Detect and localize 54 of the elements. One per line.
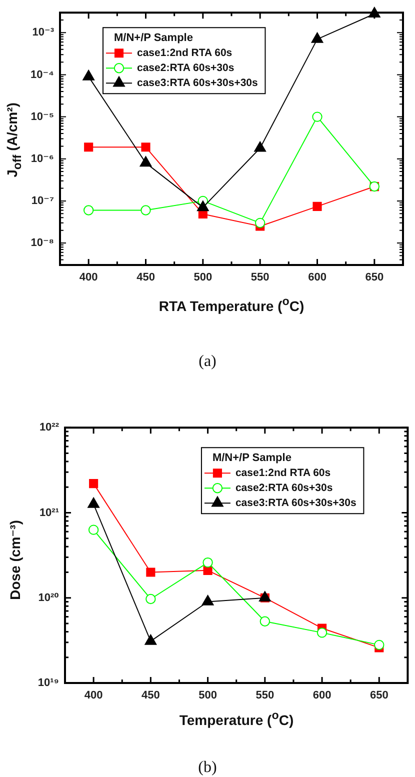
x-tick-label: 400 [79,272,98,284]
y-tick-label: 10⁻⁶ [30,152,54,165]
point [196,200,209,212]
point [316,628,328,638]
x-axis-title: Temperature ($^{o}$C) [179,708,294,729]
legend-label: case1:2nd RTA 60s [137,46,232,59]
y-tick-label: 10⁻⁴ [30,68,54,81]
y-tick-label: 10²² [39,422,60,434]
x-tick-label: 600 [308,272,326,284]
point [312,202,322,211]
legend-label: case1:2nd RTA 60s [235,466,331,479]
legend-label: case3:RTA 60s+30s+30s [137,76,258,89]
point [368,7,380,18]
legend-label: case2:RTA 60s+30s [137,62,234,74]
point [254,218,266,228]
x-tick-label: 450 [136,272,155,284]
legend-label: case2:RTA 60s+30s [235,482,333,494]
point [82,70,95,80]
text: (b) [198,759,217,777]
y-tick-label: 10¹⁹ [38,677,59,690]
point [146,594,156,604]
point [84,142,94,152]
point [311,32,324,43]
point [202,557,213,568]
point [141,142,150,152]
point [146,568,156,577]
x-tick-label: 550 [250,272,270,284]
text: (a) [198,353,216,371]
point [374,640,384,650]
y-tick-label: 10⁻³ [32,26,54,39]
x-tick-label: 550 [256,690,274,702]
point [140,156,152,167]
x-tick-label: 650 [370,690,388,702]
y-tick-label: 10⁻⁵ [30,110,54,123]
point [254,141,266,152]
y-tick-label: 10⁻⁸ [30,237,54,250]
point [89,479,98,488]
legend-title: M/N+/P Sample [114,32,193,44]
y-tick-label: 10²¹ [39,506,60,519]
legend-label: case3:RTA 60s+30s+30s [235,496,356,509]
y-tick-label: 10⁻⁷ [31,194,54,207]
x-axis-title: RTA Temperature ($^{o}$C) [158,294,304,315]
x-tick-label: 650 [365,272,384,284]
legend-title: M/N+/P Sample [212,452,292,464]
point [260,616,270,626]
point [140,205,151,216]
x-tick-label: 450 [141,690,160,702]
x-tick-label: 400 [84,690,103,702]
x-tick-label: 500 [198,690,217,702]
point [312,112,322,122]
x-tick-label: 500 [194,272,212,284]
y-axis-title: Dose (cm⁻³) [6,520,24,600]
y-tick-label: 10²⁰ [38,592,60,604]
x-tick-label: 600 [312,690,332,702]
